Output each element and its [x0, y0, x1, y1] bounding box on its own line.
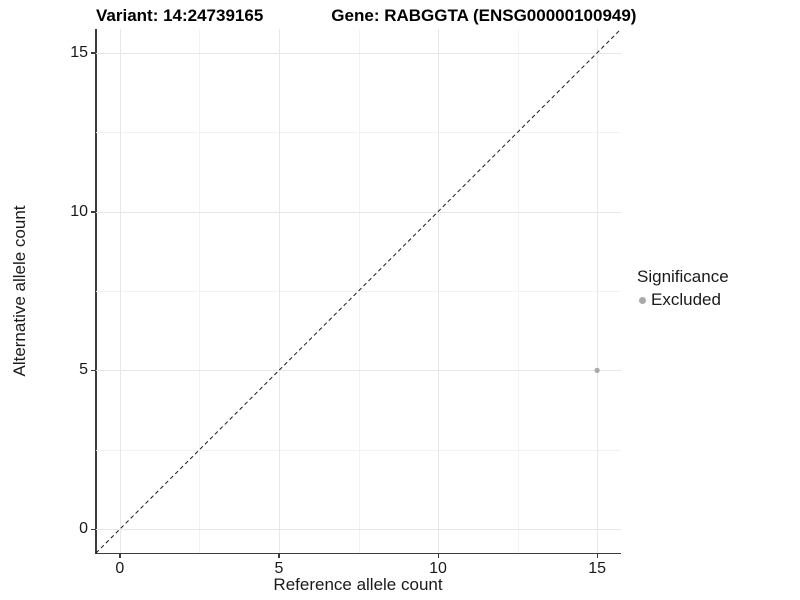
x-tick-label: 5 [274, 560, 284, 577]
legend-item-excluded: Excluded [637, 290, 729, 310]
x-tick-mark [278, 553, 280, 558]
plot-panel: 0 5 10 15 0 5 10 15 [70, 28, 622, 577]
gene-title: Gene: RABGGTA (ENSG00000100949) [331, 6, 637, 25]
grid-line-y-minor [96, 291, 621, 292]
legend-key-dot [639, 296, 646, 304]
y-tick-label: 0 [79, 520, 88, 538]
legend: Significance Excluded [637, 267, 729, 310]
y-tick-mark [91, 52, 96, 54]
x-tick-mark [437, 553, 440, 558]
grid-line-y-major [96, 529, 621, 531]
grid-line-y-major [96, 52, 621, 54]
y-axis-title: Alternative allele count [10, 205, 29, 377]
x-tick-label: 15 [588, 560, 607, 577]
grid-line-x-major [119, 29, 121, 553]
x-tick-label: 0 [115, 560, 125, 577]
grid-line-y-minor [96, 449, 621, 451]
grid-line-y-major [96, 211, 621, 213]
plot-title: Variant: 14:24739165 Gene: RABGGTA (ENSG… [96, 6, 636, 26]
grid-line-x-major [597, 29, 599, 553]
y-tick-mark [91, 369, 96, 372]
x-axis-line [95, 552, 621, 554]
grid-line-y-major [96, 370, 621, 372]
plot-layer [95, 28, 622, 554]
y-axis-line [95, 29, 97, 554]
y-tick-label: 5 [79, 361, 88, 379]
y-tick-label: 15 [70, 43, 88, 61]
x-axis-title: Reference allele count [273, 575, 443, 594]
grid-line-y-minor [96, 132, 621, 134]
grid-line-x-major [438, 29, 440, 553]
y-tick-mark [91, 211, 96, 213]
grid-line-x-major [278, 29, 280, 553]
x-tick-mark [596, 553, 599, 558]
y-tick-mark [91, 528, 96, 531]
x-tick-label: 10 [429, 560, 447, 577]
legend-item-label: Excluded [651, 290, 721, 309]
identity-reference-line [95, 28, 622, 554]
data-point [594, 367, 600, 373]
legend-title: Significance [637, 267, 729, 286]
variant-title: Variant: 14:24739165 [96, 6, 264, 25]
y-tick-label: 10 [70, 202, 88, 220]
x-tick-mark [119, 553, 121, 558]
